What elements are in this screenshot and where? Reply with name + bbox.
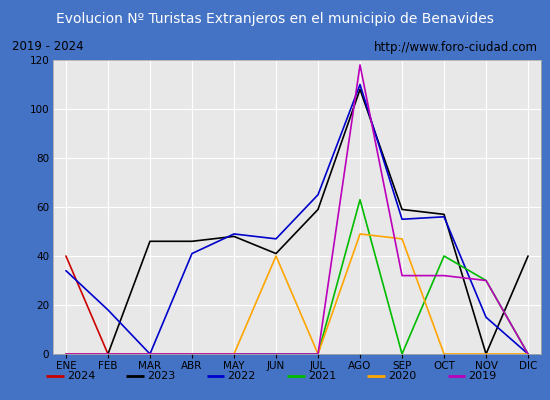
Text: 2024: 2024 [67,371,95,381]
Text: 2019 - 2024: 2019 - 2024 [12,40,84,54]
Text: http://www.foro-ciudad.com: http://www.foro-ciudad.com [374,40,538,54]
Text: 2021: 2021 [308,371,336,381]
Text: 2022: 2022 [228,371,256,381]
Text: 2019: 2019 [469,371,497,381]
Text: 2023: 2023 [147,371,175,381]
Text: Evolucion Nº Turistas Extranjeros en el municipio de Benavides: Evolucion Nº Turistas Extranjeros en el … [56,12,494,26]
Text: 2020: 2020 [388,371,416,381]
